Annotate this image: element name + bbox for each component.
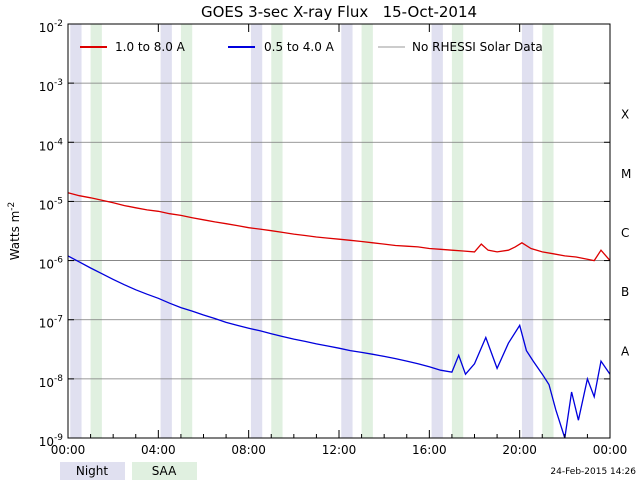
saa-band-3 bbox=[361, 24, 373, 438]
y-axis-ticks: 10-2 10-3 10-4 10-5 10-6 10-7 10-8 10-9 bbox=[39, 19, 610, 449]
x-tick-label-1: 04:00 bbox=[141, 443, 176, 457]
x-tick-label-4: 16:00 bbox=[412, 443, 447, 457]
band-legend-swatch-0 bbox=[60, 462, 125, 480]
night-band-3 bbox=[341, 24, 353, 438]
night-band-1 bbox=[160, 24, 172, 438]
y-tick-label-6: 10-8 bbox=[39, 374, 64, 390]
x-tick-label-3: 12:00 bbox=[322, 443, 357, 457]
flare-class-A: A bbox=[621, 344, 630, 358]
y-tick-label-2: 10-4 bbox=[39, 137, 64, 153]
band-legend: Night SAA bbox=[60, 462, 197, 480]
saa-band-1 bbox=[180, 24, 193, 438]
band-legend-label-1: SAA bbox=[152, 464, 177, 478]
legend-label-0: 1.0 to 8.0 A bbox=[115, 40, 186, 54]
series-line-0 bbox=[67, 192, 611, 262]
x-axis-ticks: 00:00 04:00 08:00 12:00 16:00 20:00 00:00 bbox=[51, 24, 628, 457]
flare-class-B: B bbox=[621, 285, 629, 299]
series-line-1 bbox=[67, 255, 611, 439]
flare-class-X: X bbox=[621, 108, 629, 122]
legend-label-1: 0.5 to 4.0 A bbox=[264, 40, 335, 54]
y-tick-label-3: 10-5 bbox=[39, 196, 63, 212]
y-tick-label-5: 10-7 bbox=[39, 315, 63, 331]
saa-band-5 bbox=[542, 24, 554, 438]
timestamp: 24-Feb-2015 14:26 bbox=[550, 467, 636, 477]
saa-band-4 bbox=[451, 24, 464, 438]
y-tick-label-1: 10-3 bbox=[39, 78, 63, 94]
background-bands bbox=[70, 24, 554, 438]
flare-class-M: M bbox=[621, 167, 631, 181]
x-tick-label-6: 00:00 bbox=[593, 443, 628, 457]
y-axis-label: Watts m-2 bbox=[7, 202, 22, 261]
night-band-5 bbox=[521, 24, 534, 438]
y-tick-label-0: 10-2 bbox=[39, 19, 63, 35]
night-band-4 bbox=[431, 24, 443, 438]
legend: 1.0 to 8.0 A 0.5 to 4.0 A No RHESSI Solar … bbox=[80, 40, 543, 54]
x-tick-label-2: 08:00 bbox=[231, 443, 266, 457]
chart-title: GOES 3-sec X-ray Flux 15-Oct-2014 bbox=[201, 3, 477, 21]
flare-class-labels: X M C B A bbox=[621, 108, 631, 359]
band-legend-swatch-1 bbox=[132, 462, 197, 480]
x-tick-label-0: 00:00 bbox=[51, 443, 86, 457]
y-tick-label-4: 10-6 bbox=[39, 256, 64, 272]
saa-band-0 bbox=[90, 24, 102, 438]
y-tick-label-7: 10-9 bbox=[39, 433, 64, 449]
night-band-0 bbox=[70, 24, 82, 438]
legend-label-2: No RHESSI Solar Data bbox=[412, 40, 543, 54]
night-band-2 bbox=[250, 24, 263, 438]
flare-class-C: C bbox=[621, 226, 629, 240]
data-series bbox=[67, 192, 611, 439]
x-tick-label-5: 20:00 bbox=[502, 443, 537, 457]
band-legend-label-0: Night bbox=[76, 464, 109, 478]
